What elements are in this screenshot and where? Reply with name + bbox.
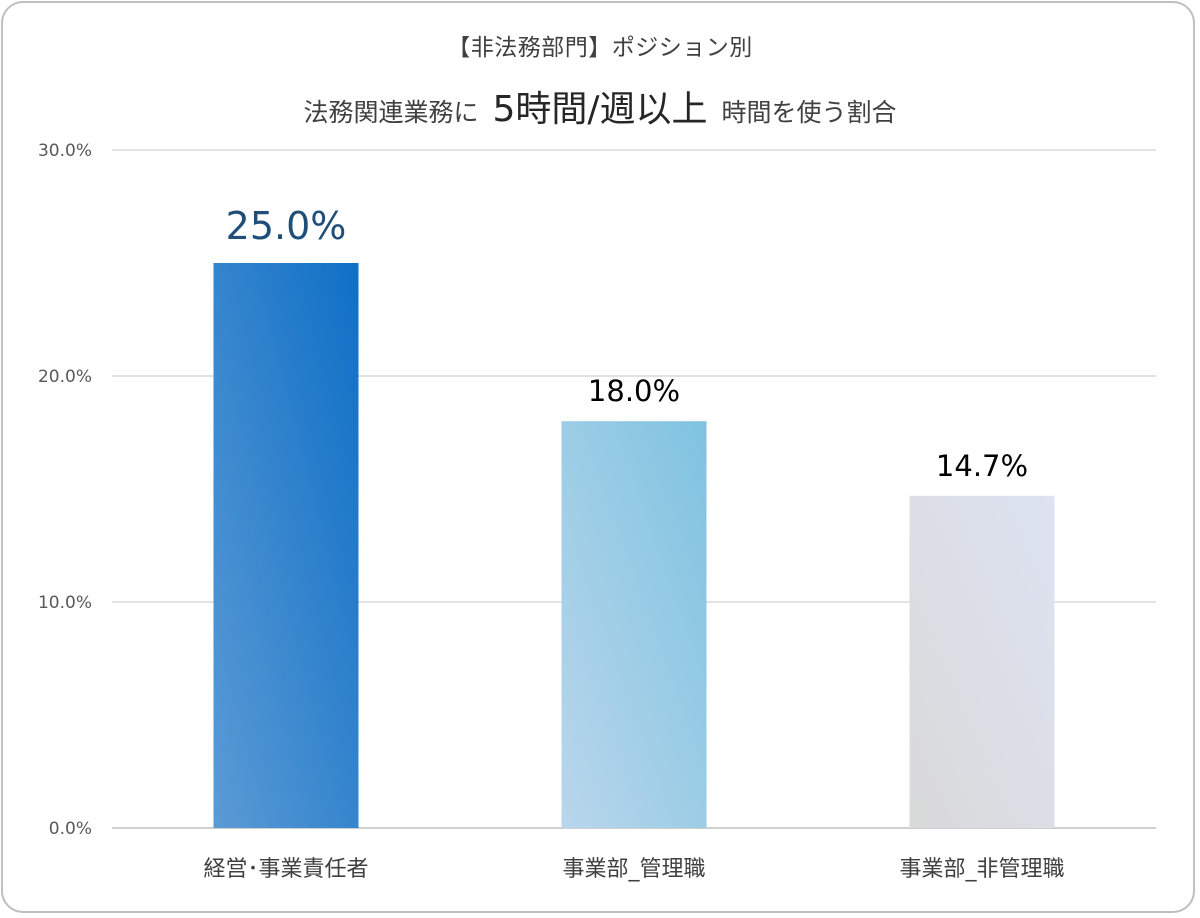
x-axis: 経営･事業責任者 事業部_管理職 事業部_非管理職 [203, 857, 1064, 882]
bar [213, 263, 359, 828]
title-suffix: 時間を使う割合 [721, 98, 897, 127]
y-axis: 0.0% 10.0% 20.0% 30.0% [38, 141, 92, 839]
y-tick-label: 30.0% [38, 141, 92, 161]
x-tick-label: 事業部_非管理職 [899, 857, 1064, 882]
x-tick-label: 事業部_管理職 [562, 857, 705, 882]
y-tick-label: 0.0% [49, 819, 92, 839]
data-label: 25.0% [226, 204, 347, 248]
x-tick-label: 経営･事業責任者 [203, 857, 368, 882]
data-label: 18.0% [588, 374, 680, 408]
bar [909, 495, 1055, 828]
data-labels: 25.0% 18.0% 14.7% [226, 204, 1028, 483]
chart-title-line-2: 法務関連業務に 5時間/週以上 時間を使う割合 [0, 80, 1200, 132]
data-label: 14.7% [936, 449, 1028, 483]
title-prefix: 法務関連業務に [303, 98, 479, 127]
chart-title-line-1: 【非法務部門】ポジション別 [447, 35, 753, 61]
bar [561, 421, 707, 828]
y-tick-label: 20.0% [38, 367, 92, 387]
y-tick-label: 10.0% [38, 593, 92, 613]
title-emphasis: 5時間/週以上 [492, 89, 708, 130]
bars [213, 263, 1055, 828]
